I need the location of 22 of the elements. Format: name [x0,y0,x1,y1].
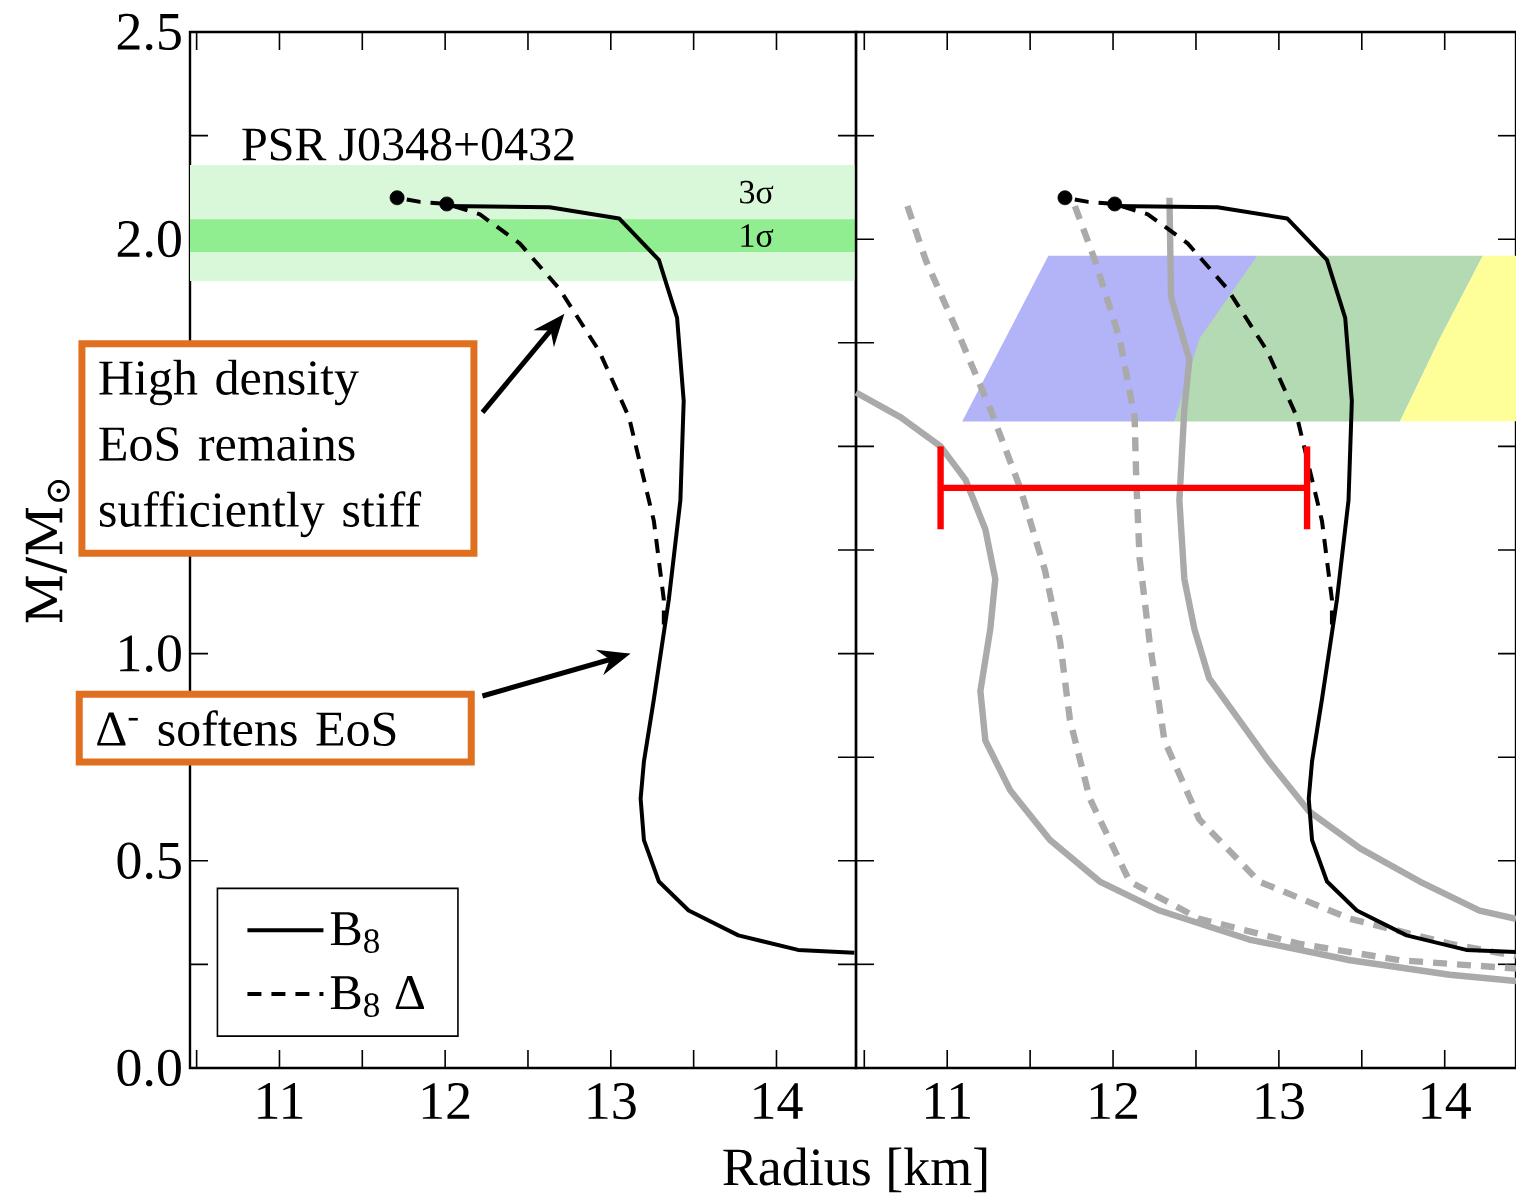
y-tick-label: 0.0 [117,1049,181,1087]
x-tick-label: 14 [754,1083,803,1119]
band-label: 1σ [741,224,774,248]
x-tick-label: 13 [1256,1083,1304,1120]
annotation: High density EoS remains sufficiently stiff [99,359,422,538]
x-tick-label: 11 [925,1083,970,1119]
band-label: 3σ [740,180,774,204]
x-axis-title: Radius [km] [723,1147,987,1193]
annotation: Δ$^{-}$ softens EoS [97,710,396,747]
y-axis-title: M/M$_{⊙}$ [25,479,70,623]
y-tick-label: 2.0 [117,220,181,258]
x-tick-label: 12 [422,1083,470,1119]
annotation: PSR J0348+0432 [242,128,574,161]
y-tick-label: 1.0 [120,635,181,672]
legend-label: B$_{8}$ Δ [330,976,425,1017]
legend-label: B$_{8}$ [330,912,379,953]
x-tick-label: 13 [588,1083,636,1120]
x-tick-label: 11 [258,1083,303,1119]
x-tick-label: 14 [1422,1083,1471,1119]
y-tick-label: 0.5 [117,842,181,880]
y-tick-label: 2.5 [117,13,181,51]
x-tick-label: 12 [1090,1083,1138,1119]
